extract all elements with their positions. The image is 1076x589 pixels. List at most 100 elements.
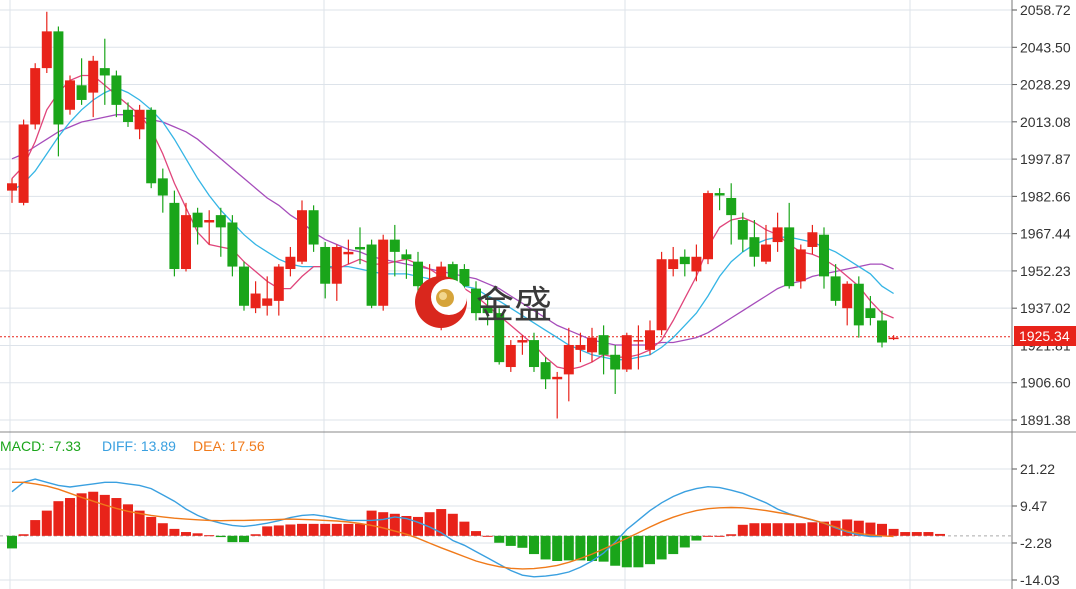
- macd-bar: [41, 510, 52, 536]
- candle-body: [853, 283, 864, 326]
- macd-bar: [18, 534, 29, 536]
- macd-bar: [668, 535, 679, 555]
- candle-body: [679, 256, 690, 265]
- macd-bar: [888, 528, 899, 536]
- candle-body: [30, 68, 41, 125]
- macd-legend: MACD: -7.33 DIFF: 13.89 DEA: 17.56: [0, 438, 265, 454]
- candle-body: [563, 344, 574, 375]
- macd-bar: [587, 535, 597, 562]
- macd-bar: [7, 535, 17, 549]
- macd-bar: [726, 534, 737, 536]
- macd-bar: [459, 521, 470, 536]
- candle-body: [772, 227, 783, 243]
- candle-body: [621, 335, 632, 370]
- macd-bar: [749, 523, 760, 536]
- candle-body: [99, 68, 110, 76]
- candle-body: [192, 212, 203, 228]
- price-tick-label: 1906.60: [1020, 375, 1071, 391]
- candle-body: [819, 234, 829, 277]
- macd-legend-diff: DIFF: 13.89: [102, 438, 176, 454]
- macd-bar: [471, 531, 481, 536]
- macd-bar: [935, 533, 945, 536]
- candle-body: [610, 354, 621, 370]
- candle-body: [668, 259, 679, 270]
- macd-bar: [227, 535, 238, 543]
- macd-bar: [53, 501, 64, 536]
- candle-body: [297, 210, 307, 262]
- candle-body: [714, 193, 725, 196]
- price-tick-label: 1967.44: [1020, 226, 1071, 242]
- candle-body: [146, 109, 157, 184]
- macd-bar: [494, 535, 505, 543]
- macd-bar: [192, 533, 203, 536]
- macd-bar: [447, 513, 458, 536]
- candle-body: [331, 246, 342, 284]
- macd-bar: [853, 520, 864, 536]
- candle-body: [215, 215, 226, 228]
- macd-bar: [65, 498, 75, 536]
- price-axis: 2058.72 2043.50 2028.29 2013.08 1997.87 1982.…: [1012, 2, 1071, 588]
- candle-body: [505, 344, 516, 368]
- last-price-badge: [1014, 326, 1076, 346]
- last-price-tag: 1925.34: [1014, 326, 1076, 346]
- macd-bar: [123, 504, 133, 536]
- macd-bar: [737, 524, 748, 536]
- macd-bar: [772, 523, 783, 536]
- macd-bar: [99, 494, 110, 536]
- macd-bar: [146, 516, 157, 536]
- macd-bar: [900, 532, 911, 536]
- candle-body: [308, 210, 319, 245]
- candle-body: [865, 308, 876, 319]
- candle-body: [123, 109, 133, 123]
- macd-series: [7, 478, 945, 578]
- macd-bar: [877, 523, 887, 536]
- candlestick-series: [7, 11, 899, 419]
- candle-body: [76, 85, 87, 100]
- macd-bar: [517, 535, 528, 548]
- candle-body: [413, 261, 423, 287]
- macd-bar: [88, 491, 99, 536]
- candle-body: [494, 313, 505, 363]
- macd-bar: [285, 524, 296, 536]
- candle-body: [401, 254, 412, 260]
- candle-body: [227, 222, 238, 267]
- price-tick-label: 2043.50: [1020, 39, 1071, 55]
- candle-body: [645, 330, 655, 350]
- price-tick-label: 1952.23: [1020, 263, 1071, 279]
- macd-bar: [761, 523, 771, 536]
- macd-bar: [239, 535, 249, 543]
- price-tick-label: 2058.72: [1020, 2, 1071, 18]
- macd-bar: [552, 535, 563, 562]
- macd-bar: [842, 519, 853, 536]
- candle-body: [65, 80, 75, 110]
- candle-body: [807, 232, 818, 247]
- dea-line: [12, 481, 894, 570]
- candle-body: [273, 266, 284, 301]
- candle-body: [389, 239, 400, 252]
- candle-body: [830, 276, 841, 301]
- candle-body: [703, 193, 713, 260]
- candle-body: [726, 197, 737, 216]
- candle-body: [320, 246, 331, 284]
- macd-bar: [482, 535, 493, 537]
- macd-bar: [308, 523, 319, 536]
- macd-bar: [320, 523, 331, 536]
- candle-body: [239, 266, 249, 306]
- macd-bar: [401, 515, 412, 536]
- candle-body: [540, 362, 551, 380]
- macd-bar: [923, 532, 934, 536]
- macd-bar: [250, 534, 261, 536]
- gold-coin-icon: [415, 276, 467, 328]
- watermark: 金盛: [415, 276, 552, 328]
- macd-bar: [633, 535, 644, 568]
- macd-bar: [262, 526, 273, 536]
- macd-bar: [424, 512, 435, 536]
- price-tick-label: 1982.66: [1020, 188, 1071, 204]
- candle-body: [587, 337, 597, 353]
- price-tick-label: 1937.02: [1020, 300, 1071, 316]
- price-tick-label: 1997.87: [1020, 151, 1071, 167]
- macd-bar: [134, 510, 145, 536]
- macd-bar: [563, 535, 574, 561]
- candle-body: [598, 335, 609, 355]
